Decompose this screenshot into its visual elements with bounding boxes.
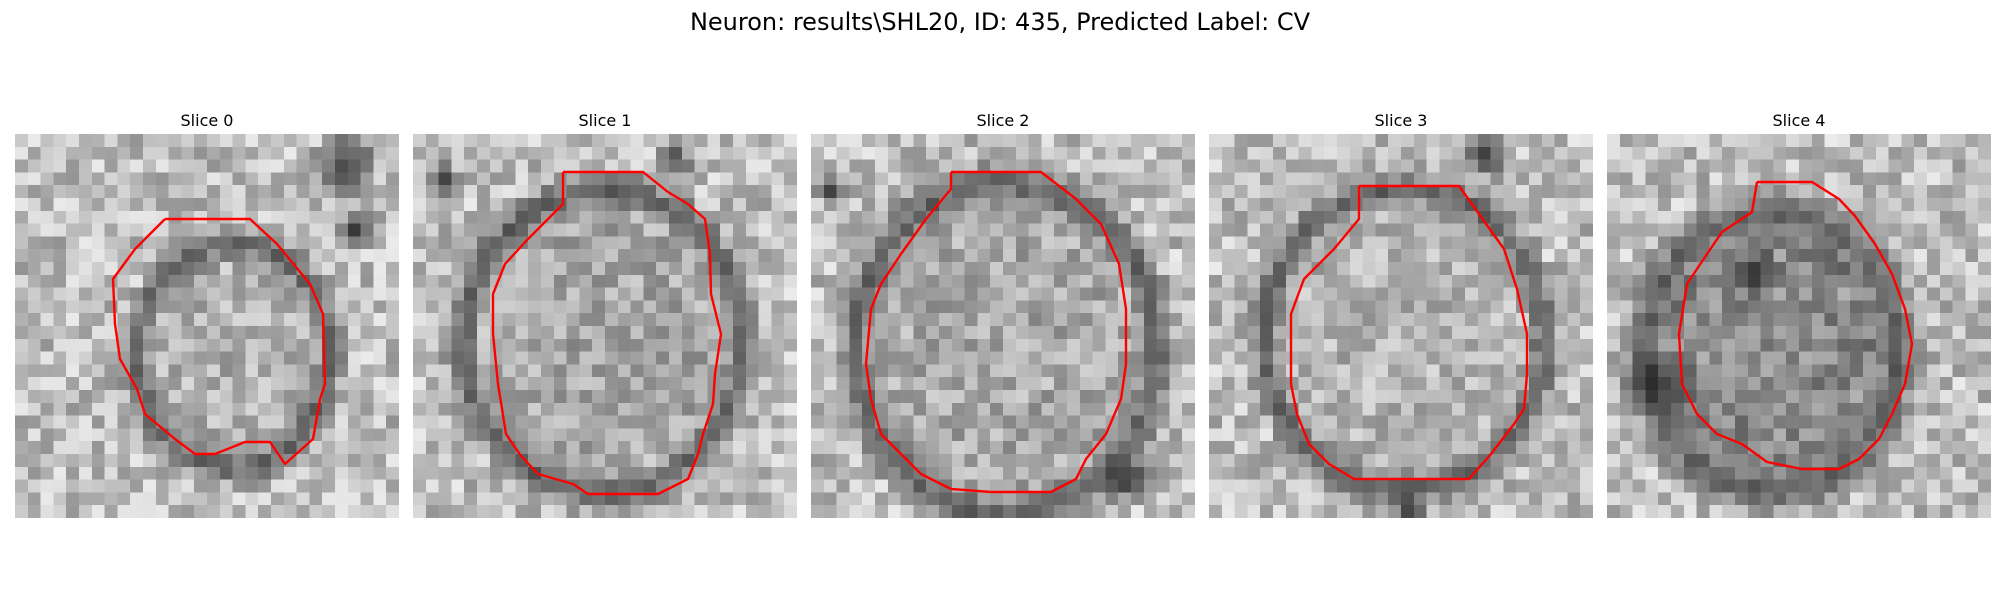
segmentation-contour — [1289, 184, 1529, 481]
slice-title: Slice 1 — [578, 111, 632, 130]
slice-image — [1607, 134, 1991, 518]
pixel-grid — [1607, 134, 1991, 518]
slice-image — [413, 134, 797, 518]
slice-title: Slice 0 — [180, 111, 234, 130]
slice-image — [1209, 134, 1593, 518]
microscopy-slice — [413, 134, 797, 518]
slice-title: Slice 3 — [1374, 111, 1428, 130]
pixel-grid — [1209, 134, 1593, 518]
figure-title: Neuron: results\SHL20, ID: 435, Predicte… — [689, 8, 1311, 36]
segmentation-contour — [111, 217, 327, 466]
microscopy-slice — [1209, 134, 1593, 518]
slice-panel-4: Slice 4 — [1607, 108, 1991, 518]
segmentation-contour — [491, 170, 723, 496]
slice-title: Slice 2 — [976, 111, 1030, 130]
microscopy-slice — [1607, 134, 1991, 518]
microscopy-slice — [15, 134, 399, 518]
segmentation-contour — [1677, 180, 1914, 471]
slice-panel-3: Slice 3 — [1209, 108, 1593, 518]
slice-image — [15, 134, 399, 518]
slice-panel-1: Slice 1 — [413, 108, 797, 518]
segmentation-contour — [864, 170, 1128, 494]
slice-title: Slice 4 — [1772, 111, 1826, 130]
pixel-grid — [15, 134, 399, 518]
pixel-grid — [413, 134, 797, 518]
slice-image — [811, 134, 1195, 518]
slice-panel-2: Slice 2 — [811, 108, 1195, 518]
slice-panel-0: Slice 0 — [15, 108, 399, 518]
microscopy-slice — [811, 134, 1195, 518]
